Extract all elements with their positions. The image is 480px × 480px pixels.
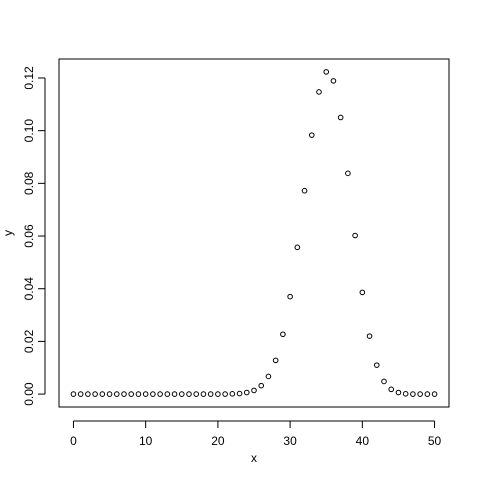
point	[301, 187, 308, 194]
point	[121, 391, 127, 397]
x-tick-label: 20	[211, 434, 225, 448]
y-tick-label: 0.00	[22, 382, 36, 406]
point	[251, 387, 257, 394]
point	[99, 391, 106, 397]
y-tick-label: 0.04	[22, 277, 36, 301]
x-tick-label: 50	[428, 434, 442, 448]
point	[352, 232, 358, 239]
point	[258, 382, 265, 389]
point	[70, 391, 77, 397]
point	[157, 391, 163, 397]
y-tick-label: 0.12	[22, 66, 36, 90]
point	[359, 289, 366, 296]
y-tick-label: 0.10	[22, 119, 36, 143]
point	[280, 331, 286, 338]
point	[381, 378, 387, 385]
point	[186, 391, 192, 397]
point	[207, 391, 214, 397]
point	[215, 391, 221, 397]
point	[113, 391, 120, 397]
point	[135, 391, 142, 397]
point	[150, 391, 156, 397]
point	[316, 89, 322, 95]
point	[236, 390, 243, 397]
point	[402, 391, 409, 397]
y-tick-label: 0.08	[22, 171, 36, 195]
point	[164, 391, 171, 397]
point	[345, 170, 351, 177]
point	[193, 391, 200, 397]
point	[178, 391, 185, 397]
x-tick-label: 40	[356, 434, 370, 448]
point	[417, 391, 423, 397]
point	[337, 114, 344, 121]
point	[265, 373, 272, 380]
x-tick-label: 30	[283, 434, 297, 448]
point	[243, 389, 250, 396]
point	[373, 362, 380, 368]
point	[222, 391, 228, 397]
point	[308, 132, 315, 138]
x-axis-label: x	[251, 451, 257, 465]
y-tick-label: 0.02	[22, 329, 36, 353]
point	[229, 391, 236, 397]
x-tick-label: 10	[139, 434, 153, 448]
point	[294, 244, 301, 251]
y-tick-label: 0.06	[22, 224, 36, 248]
point	[424, 391, 431, 397]
point	[85, 391, 91, 397]
x-tick-label: 0	[70, 434, 77, 448]
plot-frame	[58, 58, 450, 408]
point	[410, 391, 416, 397]
point	[92, 391, 98, 397]
point	[171, 391, 178, 397]
point	[287, 293, 293, 300]
y-axis-label: y	[1, 230, 15, 236]
point	[142, 391, 149, 397]
point	[77, 391, 84, 397]
point	[388, 386, 395, 393]
point	[431, 391, 438, 397]
point	[272, 357, 279, 364]
point	[395, 389, 402, 396]
point	[128, 391, 135, 397]
point	[323, 69, 330, 75]
point	[366, 333, 373, 339]
point	[200, 391, 207, 397]
point	[330, 78, 337, 84]
point	[106, 391, 113, 397]
